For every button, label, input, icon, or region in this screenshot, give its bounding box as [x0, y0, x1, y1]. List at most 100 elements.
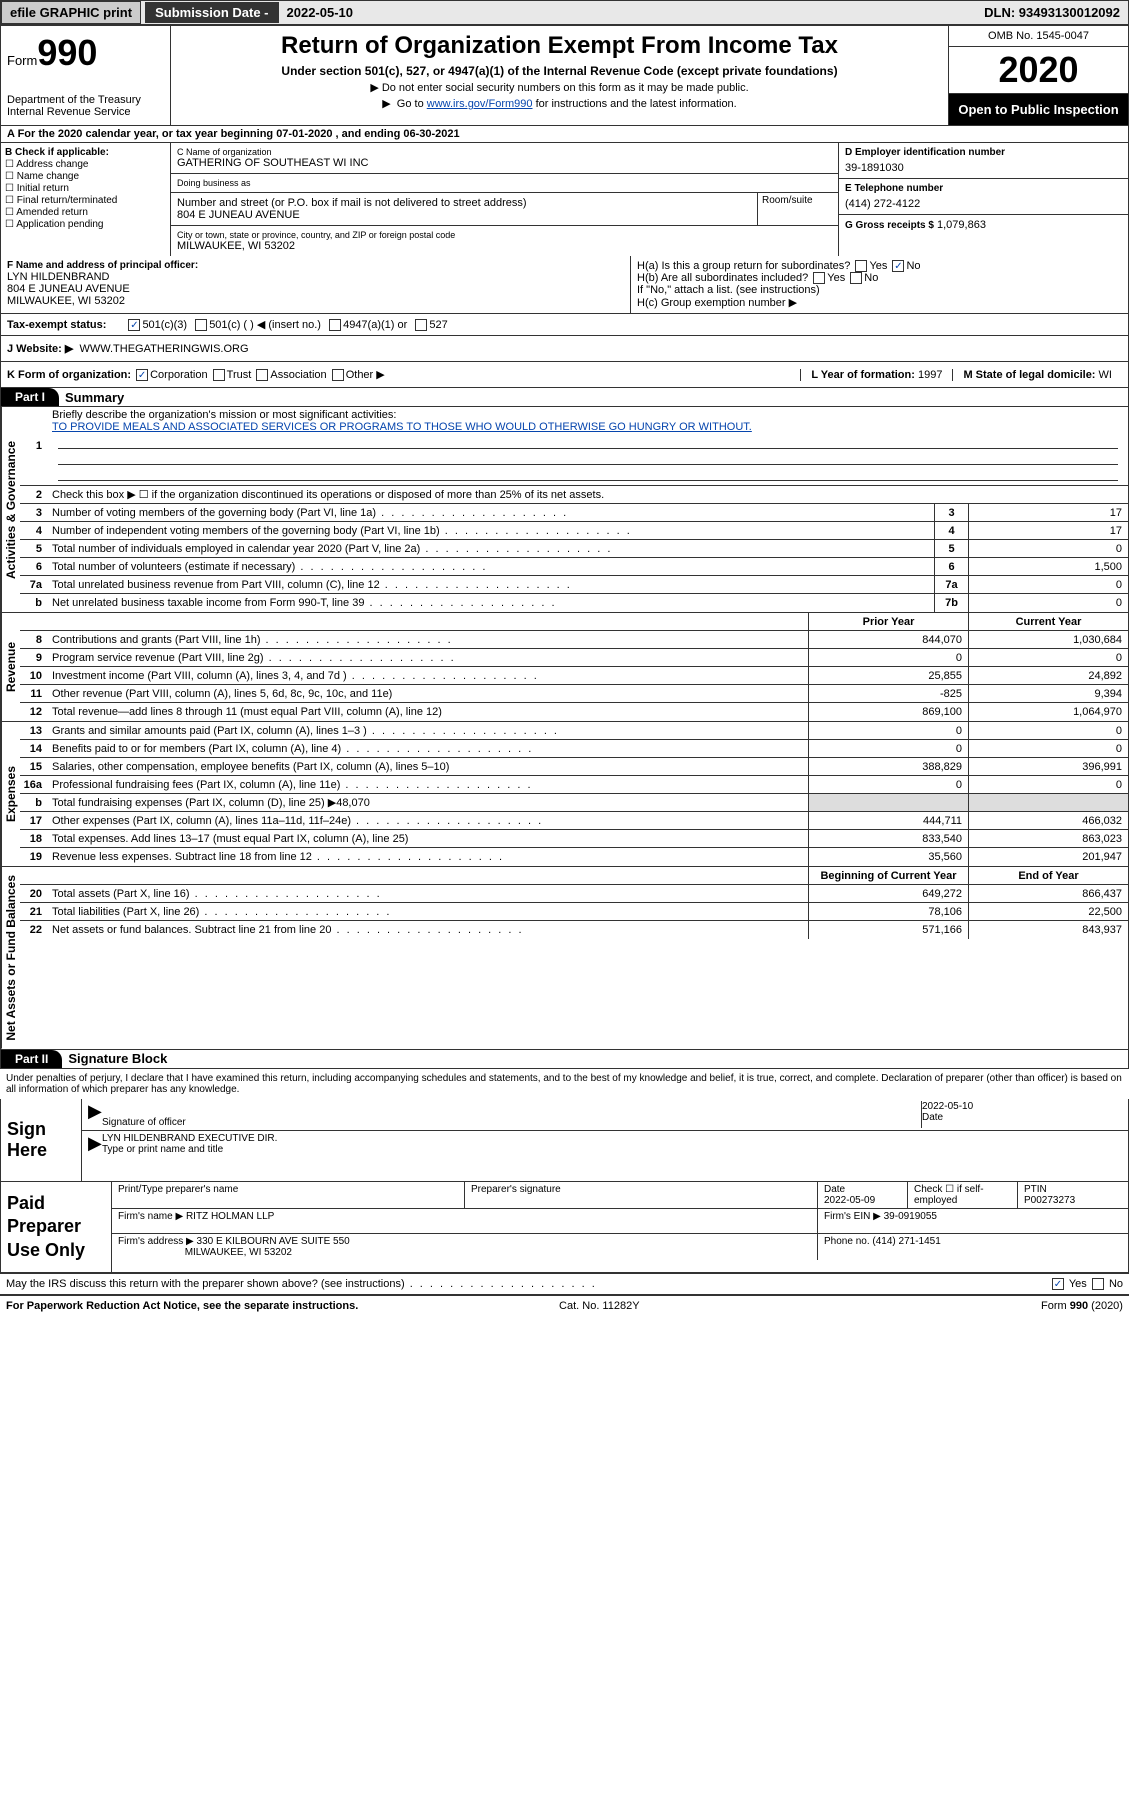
officer-name: LYN HILDENBRAND — [7, 271, 624, 283]
officer-print-name: LYN HILDENBRAND EXECUTIVE DIR. — [102, 1133, 277, 1144]
paperwork-notice: For Paperwork Reduction Act Notice, see … — [6, 1300, 358, 1312]
summary-governance: Activities & Governance 1Briefly describ… — [0, 407, 1129, 613]
irs-discuss-row: May the IRS discuss this return with the… — [0, 1273, 1129, 1295]
phone-value: (414) 272-4122 — [845, 198, 1122, 210]
info-grid: B Check if applicable: ☐ Address change … — [0, 143, 1129, 256]
irs-no[interactable] — [1092, 1278, 1104, 1290]
check-trust[interactable] — [213, 369, 225, 381]
preparer-section: Paid Preparer Use Only Print/Type prepar… — [0, 1182, 1129, 1273]
omb-number: OMB No. 1545-0047 — [949, 26, 1128, 47]
check-application-pending[interactable]: ☐ Application pending — [5, 219, 166, 230]
top-bar: efile GRAPHIC print Submission Date - 20… — [0, 0, 1129, 25]
form-page-ref: Form 990 (2020) — [1041, 1300, 1123, 1312]
efile-print-button[interactable]: efile GRAPHIC print — [1, 1, 141, 24]
irs-link[interactable]: www.irs.gov/Form990 — [427, 98, 533, 110]
firm-name: RITZ HOLMAN LLP — [186, 1211, 274, 1222]
check-501c[interactable] — [195, 319, 207, 331]
check-address-change[interactable]: ☐ Address change — [5, 159, 166, 170]
summary-revenue: Revenue Prior YearCurrent Year 8Contribu… — [0, 613, 1129, 722]
room-suite-label: Room/suite — [758, 193, 838, 225]
val-4: 17 — [968, 522, 1128, 539]
governance-label: Activities & Governance — [1, 407, 20, 612]
check-501c3[interactable] — [128, 319, 140, 331]
check-initial-return[interactable]: ☐ Initial return — [5, 183, 166, 194]
city-label: City or town, state or province, country… — [177, 230, 832, 240]
part-ii-header: Part II Signature Block — [0, 1050, 1129, 1069]
line-11: Other revenue (Part VIII, column (A), li… — [48, 686, 808, 702]
state-domicile: M State of legal domicile: WI — [952, 369, 1122, 381]
submission-date-label: Submission Date - — [145, 2, 278, 23]
h-a-question: H(a) Is this a group return for subordin… — [637, 260, 1122, 272]
line-8: Contributions and grants (Part VIII, lin… — [48, 632, 808, 648]
line-6: Total number of volunteers (estimate if … — [48, 559, 934, 575]
line-10: Investment income (Part VIII, column (A)… — [48, 668, 808, 684]
org-name-label: C Name of organization — [177, 147, 832, 157]
hb-yes[interactable] — [813, 272, 825, 284]
website-row: J Website: ▶ WWW.THEGATHERINGWIS.ORG — [0, 336, 1129, 362]
dln: DLN: 93493130012092 — [976, 2, 1128, 23]
line-22: Net assets or fund balances. Subtract li… — [48, 922, 808, 938]
ptin: P00273273 — [1024, 1195, 1075, 1206]
ein-label: D Employer identification number — [845, 147, 1122, 158]
firm-ein: 39-0919055 — [884, 1211, 937, 1222]
line-5: Total number of individuals employed in … — [48, 541, 934, 557]
check-association[interactable] — [256, 369, 268, 381]
form-subtitle: Under section 501(c), 527, or 4947(a)(1)… — [177, 64, 942, 78]
line-15: Salaries, other compensation, employee b… — [48, 759, 808, 775]
irs-yes[interactable] — [1052, 1278, 1064, 1290]
h-b-question: H(b) Are all subordinates included? Yes … — [637, 272, 1122, 284]
sign-here-label: Sign Here — [1, 1099, 81, 1181]
ha-no[interactable] — [892, 260, 904, 272]
line-2: Check this box ▶ ☐ if the organization d… — [48, 486, 1128, 503]
tax-year: 2020 — [949, 47, 1128, 94]
preparer-signature-label: Preparer's signature — [465, 1182, 818, 1208]
firm-address-1: 330 E KILBOURN AVE SUITE 550 — [197, 1236, 350, 1247]
line-3: Number of voting members of the governin… — [48, 505, 934, 521]
line-7a: Total unrelated business revenue from Pa… — [48, 577, 934, 593]
line-4: Number of independent voting members of … — [48, 523, 934, 539]
expenses-label: Expenses — [1, 722, 20, 866]
val-7a: 0 — [968, 576, 1128, 593]
line-7b: Net unrelated business taxable income fr… — [48, 595, 934, 611]
gross-receipts-label: G Gross receipts $ — [845, 220, 934, 231]
officer-label: F Name and address of principal officer: — [7, 260, 624, 271]
sign-arrow-icon-2: ▶ — [88, 1133, 102, 1159]
val-3: 17 — [968, 504, 1128, 521]
current-year-header: Current Year — [968, 613, 1128, 630]
street-label: Number and street (or P.O. box if mail i… — [177, 197, 751, 209]
check-name-change[interactable]: ☐ Name change — [5, 171, 166, 182]
check-other[interactable] — [332, 369, 344, 381]
check-corporation[interactable] — [136, 369, 148, 381]
ssn-warning: Do not enter social security numbers on … — [177, 81, 942, 94]
line-16a: Professional fundraising fees (Part IX, … — [48, 777, 808, 793]
check-4947[interactable] — [329, 319, 341, 331]
instructions-link: Go to www.irs.gov/Form990 for instructio… — [177, 97, 942, 110]
form-number: Form990 — [7, 32, 164, 74]
k-row: K Form of organization: Corporation Trus… — [0, 362, 1129, 388]
hb-no[interactable] — [850, 272, 862, 284]
line-20: Total assets (Part X, line 16) — [48, 886, 808, 902]
line-17: Other expenses (Part IX, column (A), lin… — [48, 813, 808, 829]
gross-receipts-value: 1,079,863 — [937, 219, 986, 231]
net-assets-label: Net Assets or Fund Balances — [1, 867, 20, 1049]
officer-address: 804 E JUNEAU AVENUE MILWAUKEE, WI 53202 — [7, 283, 624, 307]
fh-row: F Name and address of principal officer:… — [0, 256, 1129, 314]
preparer-name-label: Print/Type preparer's name — [112, 1182, 465, 1208]
form-title: Return of Organization Exempt From Incom… — [177, 32, 942, 60]
line-21: Total liabilities (Part X, line 26) — [48, 904, 808, 920]
check-527[interactable] — [415, 319, 427, 331]
firm-address-2: MILWAUKEE, WI 53202 — [185, 1247, 292, 1258]
line-18: Total expenses. Add lines 13–17 (must eq… — [48, 831, 808, 847]
part-i-header: Part I Summary — [0, 388, 1129, 407]
self-employed-check[interactable]: Check ☐ if self-employed — [908, 1182, 1018, 1208]
begin-year-header: Beginning of Current Year — [808, 867, 968, 884]
ha-yes[interactable] — [855, 260, 867, 272]
signature-section: Sign Here ▶ Signature of officer 2022-05… — [0, 1099, 1129, 1182]
val-7b: 0 — [968, 594, 1128, 612]
check-final-return[interactable]: ☐ Final return/terminated — [5, 195, 166, 206]
paid-preparer-label: Paid Preparer Use Only — [1, 1182, 111, 1272]
line-9: Program service revenue (Part VIII, line… — [48, 650, 808, 666]
line-14: Benefits paid to or for members (Part IX… — [48, 741, 808, 757]
check-amended[interactable]: ☐ Amended return — [5, 207, 166, 218]
city-state-zip: MILWAUKEE, WI 53202 — [177, 240, 832, 252]
